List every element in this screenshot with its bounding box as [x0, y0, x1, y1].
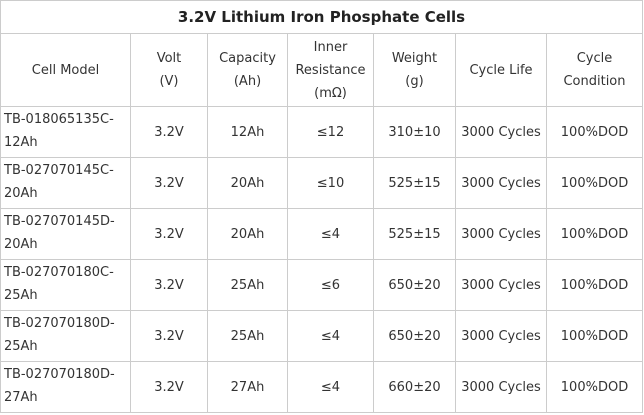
- header-cell: Inner Resistance (mΩ): [287, 33, 374, 107]
- data-row: TB-027070180C- 25Ah 3.2V 25Ah ≤6 650±20 3000 …: [0, 259, 643, 311]
- cell: TB-027070180D- 25Ah: [0, 310, 131, 362]
- data-row: TB-018065135C- 12Ah 3.2V 12Ah ≤12 310±10 3000…: [0, 106, 643, 158]
- cell: ≤4: [287, 361, 374, 413]
- cell: 100%DOD: [546, 208, 643, 260]
- cell: 20Ah: [207, 157, 288, 209]
- cell: 100%DOD: [546, 259, 643, 311]
- cell: 3000 Cycles: [455, 157, 547, 209]
- cell: TB-027070145C- 20Ah: [0, 157, 131, 209]
- data-row: TB-027070180D- 27Ah 3.2V 27Ah ≤4 660±20 3000 …: [0, 361, 643, 413]
- cell: TB-027070145D- 20Ah: [0, 208, 131, 260]
- cell: 525±15: [373, 157, 456, 209]
- table-title: 3.2V Lithium Iron Phosphate Cells: [0, 0, 643, 34]
- cell: 3.2V: [130, 310, 208, 362]
- cell: 20Ah: [207, 208, 288, 260]
- cell: 3000 Cycles: [455, 361, 547, 413]
- cell: 100%DOD: [546, 310, 643, 362]
- cell: TB-027070180D- 27Ah: [0, 361, 131, 413]
- header-cell: Volt (V): [130, 33, 208, 107]
- header-cell: Cycle Condition: [546, 33, 643, 107]
- cell: 3000 Cycles: [455, 259, 547, 311]
- cell: TB-018065135C- 12Ah: [0, 106, 131, 158]
- cell: 3000 Cycles: [455, 106, 547, 158]
- data-row: TB-027070145D- 20Ah 3.2V 20Ah ≤4 525±15 3000 …: [0, 208, 643, 260]
- cell: 650±20: [373, 310, 456, 362]
- header-cell: Cell Model: [0, 33, 131, 107]
- cell: ≤6: [287, 259, 374, 311]
- cell: 12Ah: [207, 106, 288, 158]
- cell: 310±10: [373, 106, 456, 158]
- cell: 3.2V: [130, 259, 208, 311]
- cell: 3.2V: [130, 361, 208, 413]
- cell: 3000 Cycles: [455, 310, 547, 362]
- cell: 100%DOD: [546, 157, 643, 209]
- cell: 650±20: [373, 259, 456, 311]
- cell: 3.2V: [130, 208, 208, 260]
- header-row: Cell Model Volt (V) Capacity (Ah) Inner Res…: [0, 33, 643, 107]
- cell: 3000 Cycles: [455, 208, 547, 260]
- data-row: TB-027070145C- 20Ah 3.2V 20Ah ≤10 525±15 3000…: [0, 157, 643, 209]
- title-row: 3.2V Lithium Iron Phosphate Cells: [0, 0, 643, 34]
- cell: 25Ah: [207, 310, 288, 362]
- cell: ≤10: [287, 157, 374, 209]
- cell: 525±15: [373, 208, 456, 260]
- cell: 3.2V: [130, 157, 208, 209]
- cell: ≤12: [287, 106, 374, 158]
- cell: 3.2V: [130, 106, 208, 158]
- cell: 27Ah: [207, 361, 288, 413]
- header-cell: Weight (g): [373, 33, 456, 107]
- cell: TB-027070180C- 25Ah: [0, 259, 131, 311]
- cell: 100%DOD: [546, 361, 643, 413]
- cell: 660±20: [373, 361, 456, 413]
- data-row: TB-027070180D- 25Ah 3.2V 25Ah ≤4 650±20 3000 …: [0, 310, 643, 362]
- header-cell: Capacity (Ah): [207, 33, 288, 107]
- cell: ≤4: [287, 208, 374, 260]
- cell: 25Ah: [207, 259, 288, 311]
- cell: 100%DOD: [546, 106, 643, 158]
- cell: ≤4: [287, 310, 374, 362]
- header-cell: Cycle Life: [455, 33, 547, 107]
